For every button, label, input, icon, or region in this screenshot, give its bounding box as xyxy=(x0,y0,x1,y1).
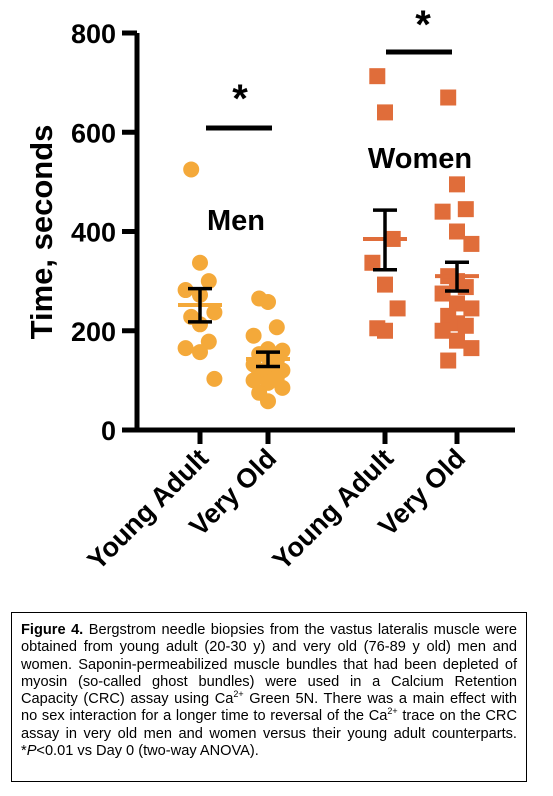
data-point xyxy=(377,276,393,293)
data-point xyxy=(364,254,381,271)
data-point xyxy=(440,89,457,106)
y-tick-label: 400 xyxy=(71,218,116,248)
data-point xyxy=(449,223,465,240)
data-point xyxy=(449,176,465,193)
data-point xyxy=(389,300,406,317)
data-point xyxy=(434,322,451,339)
data-point xyxy=(449,332,465,349)
data-point xyxy=(274,379,291,396)
data-point xyxy=(463,340,480,357)
data-point xyxy=(268,319,285,336)
significance-star: * xyxy=(415,3,431,47)
y-tick-label: 600 xyxy=(71,118,116,148)
data-point xyxy=(260,393,276,410)
data-point xyxy=(440,352,457,369)
data-point xyxy=(377,104,393,121)
data-point xyxy=(260,293,276,310)
data-point xyxy=(463,235,480,252)
data-point xyxy=(457,201,474,218)
caption-label: Figure 4. xyxy=(21,622,84,638)
group-label: Men xyxy=(207,205,265,237)
data-point xyxy=(434,285,451,302)
data-point xyxy=(245,372,262,389)
figure-caption: Figure 4. Bergstrom needle biopsies from… xyxy=(11,612,527,782)
y-tick-label: 200 xyxy=(71,317,116,347)
data-point xyxy=(200,333,217,350)
data-point xyxy=(449,295,465,312)
group-label: Women xyxy=(368,143,472,175)
y-axis-title: Time, seconds xyxy=(24,125,59,340)
caption-text-1: Bergstrom needle biopsies from the vastu… xyxy=(21,622,517,708)
caption-text-3: trace on the CRC assay in very old men a… xyxy=(21,708,517,760)
caption-p-italic: P xyxy=(26,743,37,760)
y-tick-label: 800 xyxy=(71,19,116,49)
data-point xyxy=(177,340,194,357)
caption-text-2: Green 5N. There was a main effect with n… xyxy=(21,691,517,725)
data-point xyxy=(377,322,393,339)
y-tick-label: 0 xyxy=(101,416,116,446)
data-point xyxy=(192,254,208,271)
data-point xyxy=(369,68,386,85)
data-point xyxy=(177,282,194,299)
caption-sup-1: 2+ xyxy=(233,689,244,700)
data-point xyxy=(245,327,262,344)
data-point xyxy=(457,317,474,334)
scatter-chart: 0 200 400 600 800 Time, seconds * Men * Women Y… xyxy=(24,3,515,576)
data-point xyxy=(206,370,223,387)
data-point xyxy=(200,273,217,290)
data-point xyxy=(206,304,223,321)
data-point xyxy=(463,300,480,317)
significance-star: * xyxy=(232,77,248,121)
data-point xyxy=(192,344,208,361)
caption-text-4: <0.01 vs Day 0 (two-way ANOVA). xyxy=(36,743,259,760)
caption-sup-2: 2+ xyxy=(387,706,398,717)
x-category-label: Young Adult xyxy=(267,443,400,576)
data-point xyxy=(434,203,451,220)
data-point xyxy=(183,161,200,178)
